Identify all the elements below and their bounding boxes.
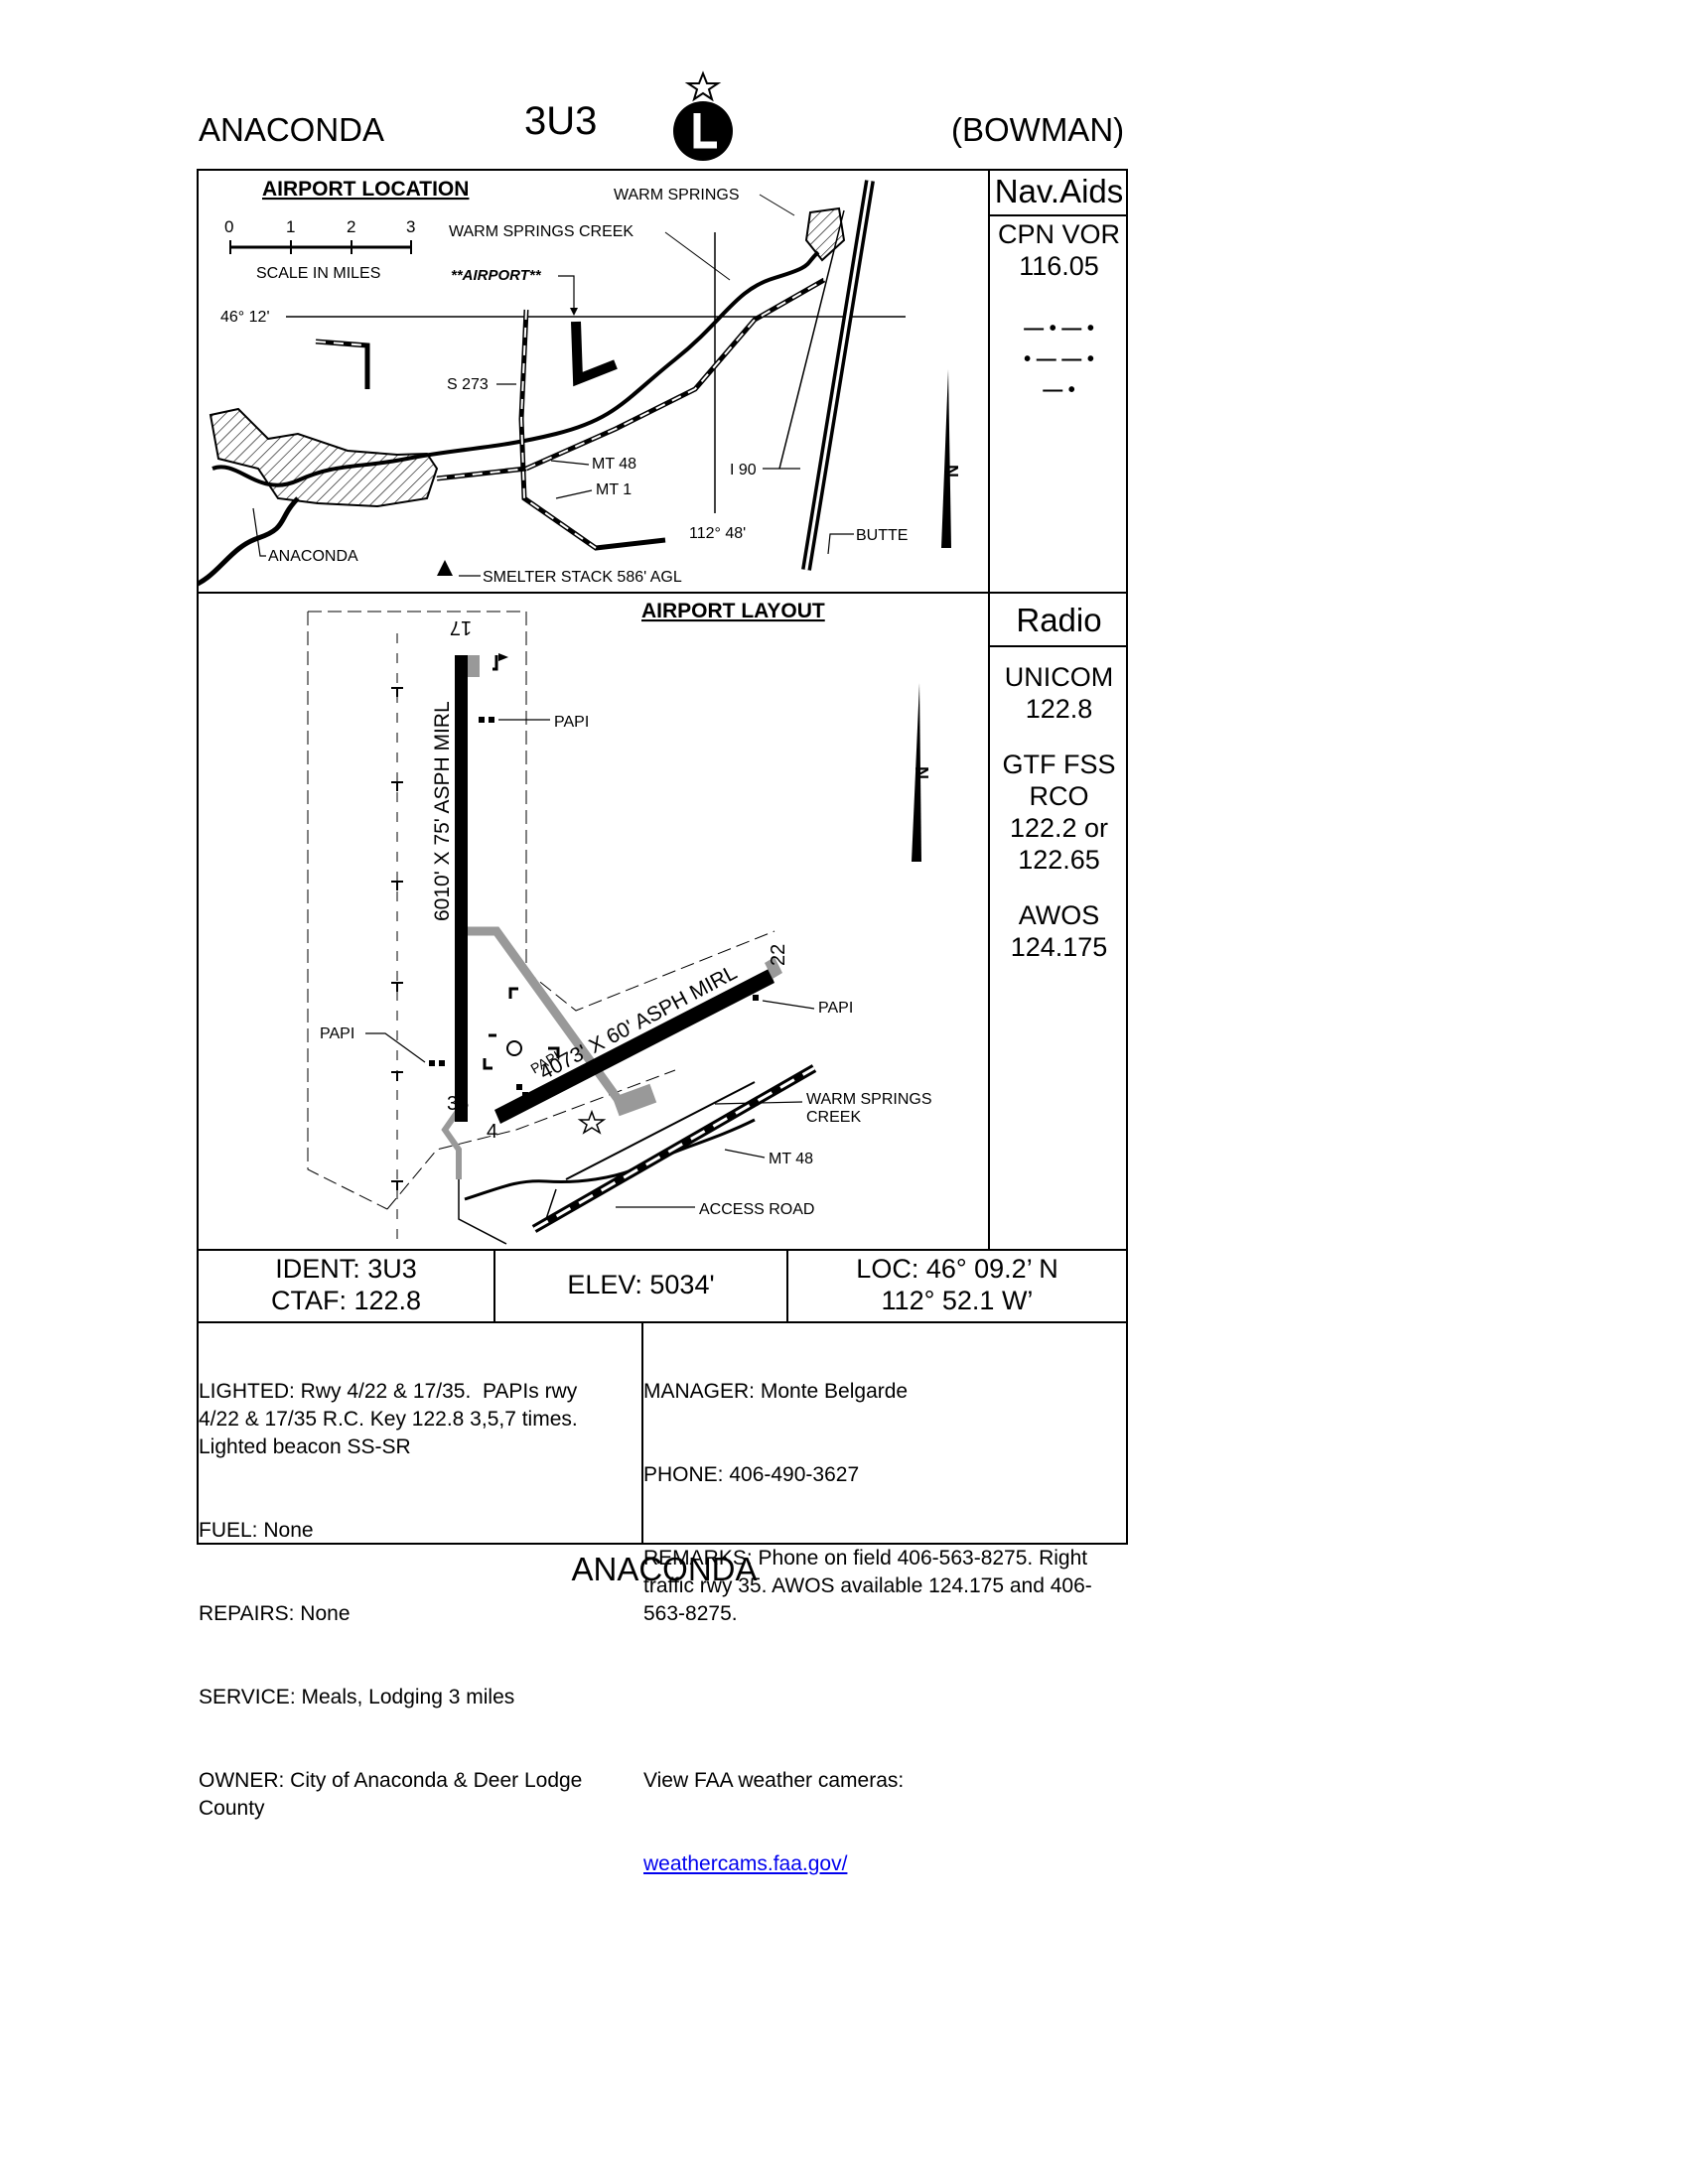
fuel-info: FUEL: None [199,1519,314,1542]
morse-line-1: — • — • [1024,318,1094,340]
unicom-label: UNICOM [1004,662,1114,692]
unicom-freq: 122.8 [1025,694,1093,724]
airport-label: **AIRPORT** [451,267,542,284]
footer-city: ANACONDA [571,1551,758,1587]
svg-text:N: N [941,465,961,478]
navaid-name: CPN VOR [997,219,1121,249]
runway-4-22 [494,969,774,1124]
segmented-circle [483,987,560,1070]
weather-cams-link[interactable]: weathercams.faa.gov/ [643,1852,848,1875]
warm-springs-creek [464,1118,756,1201]
mt1-label: MT 1 [596,481,632,498]
runway-17-35 [455,655,468,1122]
service-info: SERVICE: Meals, Lodging 3 miles [199,1686,515,1708]
svg-text:N: N [912,766,931,779]
access-road-label: ACCESS ROAD [699,1201,814,1218]
details-right: MANAGER: Monte Belgarde PHONE: 406-490-3… [643,1322,1126,1906]
manager-info: MANAGER: Monte Belgarde [643,1380,909,1403]
lon-label: 112° 48' [689,525,746,542]
butte-label: BUTTE [856,527,908,544]
rwy-17-label: 17 [450,616,472,638]
anaconda-label: ANACONDA [268,548,358,565]
elev-text: ELEV: 5034' [567,1270,715,1299]
awos-freq: 124.175 [1010,932,1108,962]
creek-label: WARM SPRINGS [806,1091,932,1108]
i90-label: I 90 [730,462,757,478]
header-ident: 3U3 [524,99,598,143]
header-city: ANACONDA [199,111,385,148]
fss-freq-1: 122.2 or [1009,813,1109,843]
navaid-freq: 116.05 [1019,251,1099,281]
repairs-info: REPAIRS: None [199,1602,351,1625]
scale-tick-0: 0 [224,217,233,236]
chart-frame [197,169,1128,1545]
phone-info: PHONE: 406-490-3627 [643,1463,860,1486]
details-left: LIGHTED: Rwy 4/22 & 17/35. PAPIs rwy 4/2… [199,1322,639,1850]
navaids-title: Nav.Aids [994,173,1124,209]
warm-springs-label: WARM SPRINGS [614,187,740,204]
ident-text: IDENT: 3U3 [275,1254,417,1284]
ctaf-text: CTAF: 122.8 [270,1286,422,1315]
scale-label: SCALE IN MILES [256,265,380,282]
location-map: AIRPORT LOCATION 0 1 2 3 SCALE IN MILES … [199,178,961,587]
header-airport-name: (BOWMAN) [951,111,1125,148]
scale-tick-3: 3 [406,217,415,236]
scale-tick-1: 1 [286,217,295,236]
papi-right-label: PAPI [818,1000,853,1017]
morse-line-3: — • [1043,379,1075,401]
scale-bar: 0 1 2 3 SCALE IN MILES [224,217,415,282]
rwy-4-label: 4 [487,1121,497,1143]
airport-layout-map: AIRPORT LAYOUT [307,600,932,1249]
layout-title: AIRPORT LAYOUT [641,600,825,622]
fss-freq-2: 122.65 [1018,845,1100,875]
taxiway [459,926,630,1113]
smelter-label: SMELTER STACK 586' AGL [483,569,682,586]
airport-runway-symbol [571,321,618,387]
lighted-info: LIGHTED: Rwy 4/22 & 17/35. PAPIs rwy 4/2… [199,1380,578,1458]
mt48-layout-label: MT 48 [769,1151,813,1167]
rwy-35-label: 35 [447,1093,469,1115]
owner-info: OWNER: City of Anaconda & Deer Lodge Cou… [199,1769,583,1820]
north-arrow-icon: N [941,369,961,548]
lat-label: 46° 12' [220,309,270,326]
loc-lat-text: LOC: 46° 09.2’ N [856,1254,1058,1284]
s273-label: S 273 [447,376,489,393]
beacon-icon [577,1109,607,1135]
remarks-info: REMARKS: Phone on field 406-563-8275. Ri… [643,1547,1092,1625]
rwy-22-label: 22 [768,944,789,966]
papi-top-label: PAPI [554,714,589,731]
rwy-17-35-desc: 6010' X 75' ASPH MIRL [431,701,454,921]
morse-code: — • — • • — — • — • [990,314,1128,406]
fss-label: GTF FSS [1002,750,1116,779]
anaconda-town-area [209,407,439,508]
scale-tick-2: 2 [347,217,355,236]
windcone-icon [492,655,498,671]
radio-title: Radio [1016,602,1102,638]
creek-label-2: CREEK [806,1109,861,1126]
awos-label: AWOS [1018,900,1100,930]
location-title: AIRPORT LOCATION [262,178,469,201]
weather-cams-label: View FAA weather cameras: [643,1769,905,1792]
loc-lon-text: 112° 52.1 W’ [881,1286,1034,1315]
airport-symbol-icon [673,70,733,161]
smelter-stack-icon [437,560,453,576]
warm-springs-creek-label: WARM SPRINGS CREEK [449,223,633,240]
papi-left-label: PAPI [320,1025,354,1042]
morse-line-2: • — — • [1024,348,1094,370]
north-arrow-layout-icon: N [912,683,931,862]
mt48-label: MT 48 [592,456,636,473]
fss-sub: RCO [1029,781,1089,811]
